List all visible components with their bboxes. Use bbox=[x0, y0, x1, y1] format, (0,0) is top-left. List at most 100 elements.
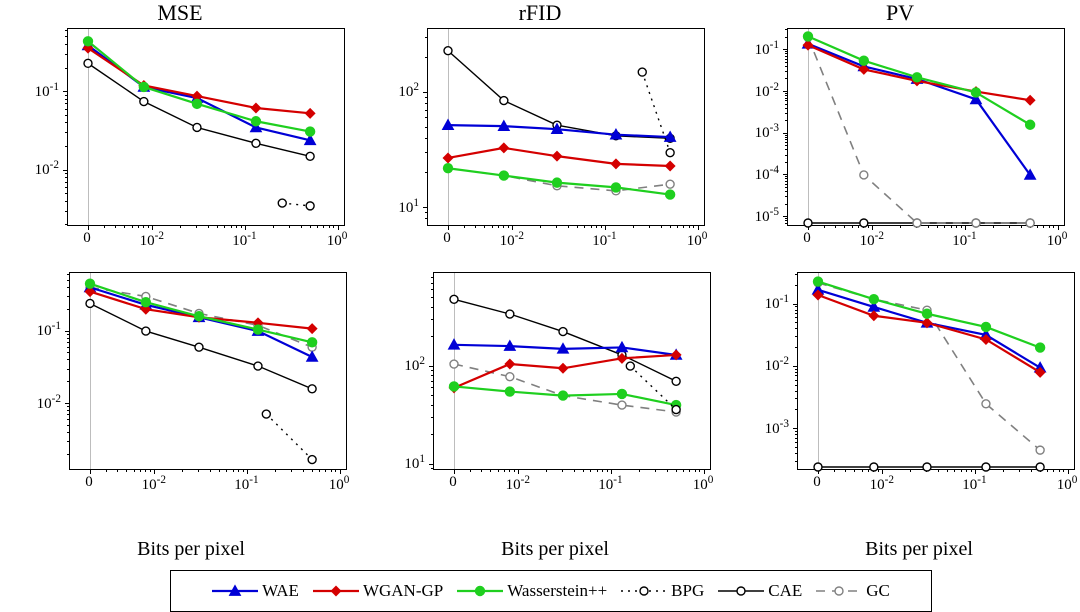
series-line-WAE bbox=[818, 290, 1040, 368]
legend-label: Wasserstein++ bbox=[507, 581, 607, 601]
plot-area bbox=[433, 272, 711, 470]
x-tick-label: 10-2 bbox=[860, 230, 884, 250]
panel: 101102010-210-1100Bits per pixel bbox=[364, 268, 728, 561]
x-tick-label: 100 bbox=[1057, 474, 1078, 494]
series-marker-Wasserstein++ bbox=[308, 338, 317, 347]
x-tick-label: 0 bbox=[443, 230, 451, 247]
series-marker-BPG bbox=[262, 410, 270, 418]
x-tick-label: 100 bbox=[1047, 230, 1068, 250]
legend-swatch bbox=[212, 583, 258, 599]
x-tick-label: 0 bbox=[449, 474, 457, 491]
legend-item-WAE: WAE bbox=[212, 581, 299, 601]
series-marker-CAE bbox=[506, 310, 514, 318]
series-marker-GC bbox=[450, 360, 458, 368]
y-tick-label: 10-2 bbox=[737, 355, 789, 375]
x-tick-label: 100 bbox=[327, 230, 348, 250]
series-marker-BPG bbox=[306, 202, 314, 210]
series-marker-Wasserstein++ bbox=[306, 127, 315, 136]
series-marker-WGAN-GP bbox=[1026, 96, 1035, 105]
y-tick-label: 101 bbox=[367, 197, 419, 217]
series-marker-Wasserstein++ bbox=[611, 183, 620, 192]
series-layer bbox=[428, 29, 704, 225]
legend-label: BPG bbox=[671, 581, 704, 601]
series-marker-CAE bbox=[814, 463, 822, 471]
series-marker-CAE bbox=[308, 385, 316, 393]
series-marker-Wasserstein++ bbox=[505, 387, 514, 396]
series-marker-CAE bbox=[672, 377, 680, 385]
series-marker-Wasserstein++ bbox=[444, 164, 453, 173]
series-marker-Wasserstein++ bbox=[804, 32, 813, 41]
figure-root: { "figure": { "width": 1080, "height": 6… bbox=[0, 0, 1080, 609]
series-marker-Wasserstein++ bbox=[86, 279, 95, 288]
y-tick-label: 10-4 bbox=[727, 164, 779, 184]
plot-area bbox=[67, 28, 345, 226]
series-marker-GC bbox=[972, 219, 980, 227]
series-marker-BPG bbox=[626, 362, 634, 370]
series-marker-CAE bbox=[982, 463, 990, 471]
series-marker-Wasserstein++ bbox=[1036, 343, 1045, 352]
y-tick-label: 10-1 bbox=[727, 39, 779, 59]
series-line-BPG bbox=[266, 414, 312, 460]
y-tick-label: 102 bbox=[373, 355, 425, 375]
series-marker-WGAN-GP bbox=[552, 152, 561, 161]
series-marker-Wasserstein++ bbox=[1026, 120, 1035, 129]
panel-body: 101102010-210-1100 bbox=[373, 272, 719, 512]
panel: 10-210-1010-210-1100Bits per pixel bbox=[0, 268, 364, 561]
legend-label: WGAN-GP bbox=[363, 581, 443, 601]
legend-item-GC: GC bbox=[816, 581, 890, 601]
column-title: MSE bbox=[157, 0, 202, 28]
x-tick-label: 10-1 bbox=[598, 474, 622, 494]
plot-area bbox=[69, 272, 347, 470]
series-marker-CAE bbox=[84, 59, 92, 67]
legend-label: WAE bbox=[262, 581, 299, 601]
series-line-WAE bbox=[808, 44, 1030, 175]
series-marker-WGAN-GP bbox=[666, 162, 675, 171]
series-layer bbox=[798, 273, 1074, 469]
series-marker-WGAN-GP bbox=[251, 103, 260, 112]
series-marker-WGAN-GP bbox=[499, 143, 508, 152]
series-marker-CAE bbox=[559, 328, 567, 336]
x-tick-label: 0 bbox=[83, 230, 91, 247]
panel: PV10-510-410-310-210-1010-210-1100 bbox=[727, 0, 1073, 268]
series-marker-CAE bbox=[500, 97, 508, 105]
x-tick-label: 0 bbox=[85, 474, 93, 491]
series-marker-CAE bbox=[254, 362, 262, 370]
y-tick-label: 10-1 bbox=[7, 81, 59, 101]
series-marker-Wasserstein++ bbox=[84, 37, 93, 46]
legend-item-BPG: BPG bbox=[621, 581, 704, 601]
y-tick-label: 10-3 bbox=[727, 122, 779, 142]
series-marker-CAE bbox=[1036, 463, 1044, 471]
column-title: rFID bbox=[519, 0, 562, 28]
series-marker-CAE bbox=[306, 152, 314, 160]
series-marker-BPG bbox=[666, 149, 674, 157]
series-marker-CAE bbox=[140, 98, 148, 106]
legend-swatch bbox=[313, 583, 359, 599]
legend-swatch bbox=[718, 583, 764, 599]
series-marker-Wasserstein++ bbox=[981, 322, 990, 331]
series-marker-Wasserstein++ bbox=[141, 298, 150, 307]
series-marker-Wasserstein++ bbox=[922, 309, 931, 318]
series-marker-GC bbox=[618, 401, 626, 409]
series-marker-Wasserstein++ bbox=[558, 391, 567, 400]
x-tick-label: 10-2 bbox=[506, 474, 530, 494]
series-marker-CAE bbox=[450, 295, 458, 303]
y-tick-label: 10-1 bbox=[737, 293, 789, 313]
legend-swatch bbox=[816, 583, 862, 599]
series-marker-CAE bbox=[193, 123, 201, 131]
x-tick-label: 10-2 bbox=[140, 230, 164, 250]
plot-area bbox=[427, 28, 705, 226]
y-tick-label: 10-2 bbox=[727, 81, 779, 101]
series-marker-Wasserstein++ bbox=[666, 190, 675, 199]
x-tick-label: 10-1 bbox=[952, 230, 976, 250]
panel-body: 10-210-1010-210-1100 bbox=[7, 28, 353, 268]
panel-body: 10-510-410-310-210-1010-210-1100 bbox=[727, 28, 1073, 268]
series-marker-CAE bbox=[870, 463, 878, 471]
x-axis-label: Bits per pixel bbox=[0, 538, 364, 561]
legend-label: GC bbox=[866, 581, 890, 601]
series-marker-BPG bbox=[278, 199, 286, 207]
x-tick-label: 10-1 bbox=[962, 474, 986, 494]
legend-swatch bbox=[621, 583, 667, 599]
y-tick-label: 10-5 bbox=[727, 206, 779, 226]
series-marker-WGAN-GP bbox=[444, 153, 453, 162]
series-marker-Wasserstein++ bbox=[139, 82, 148, 91]
